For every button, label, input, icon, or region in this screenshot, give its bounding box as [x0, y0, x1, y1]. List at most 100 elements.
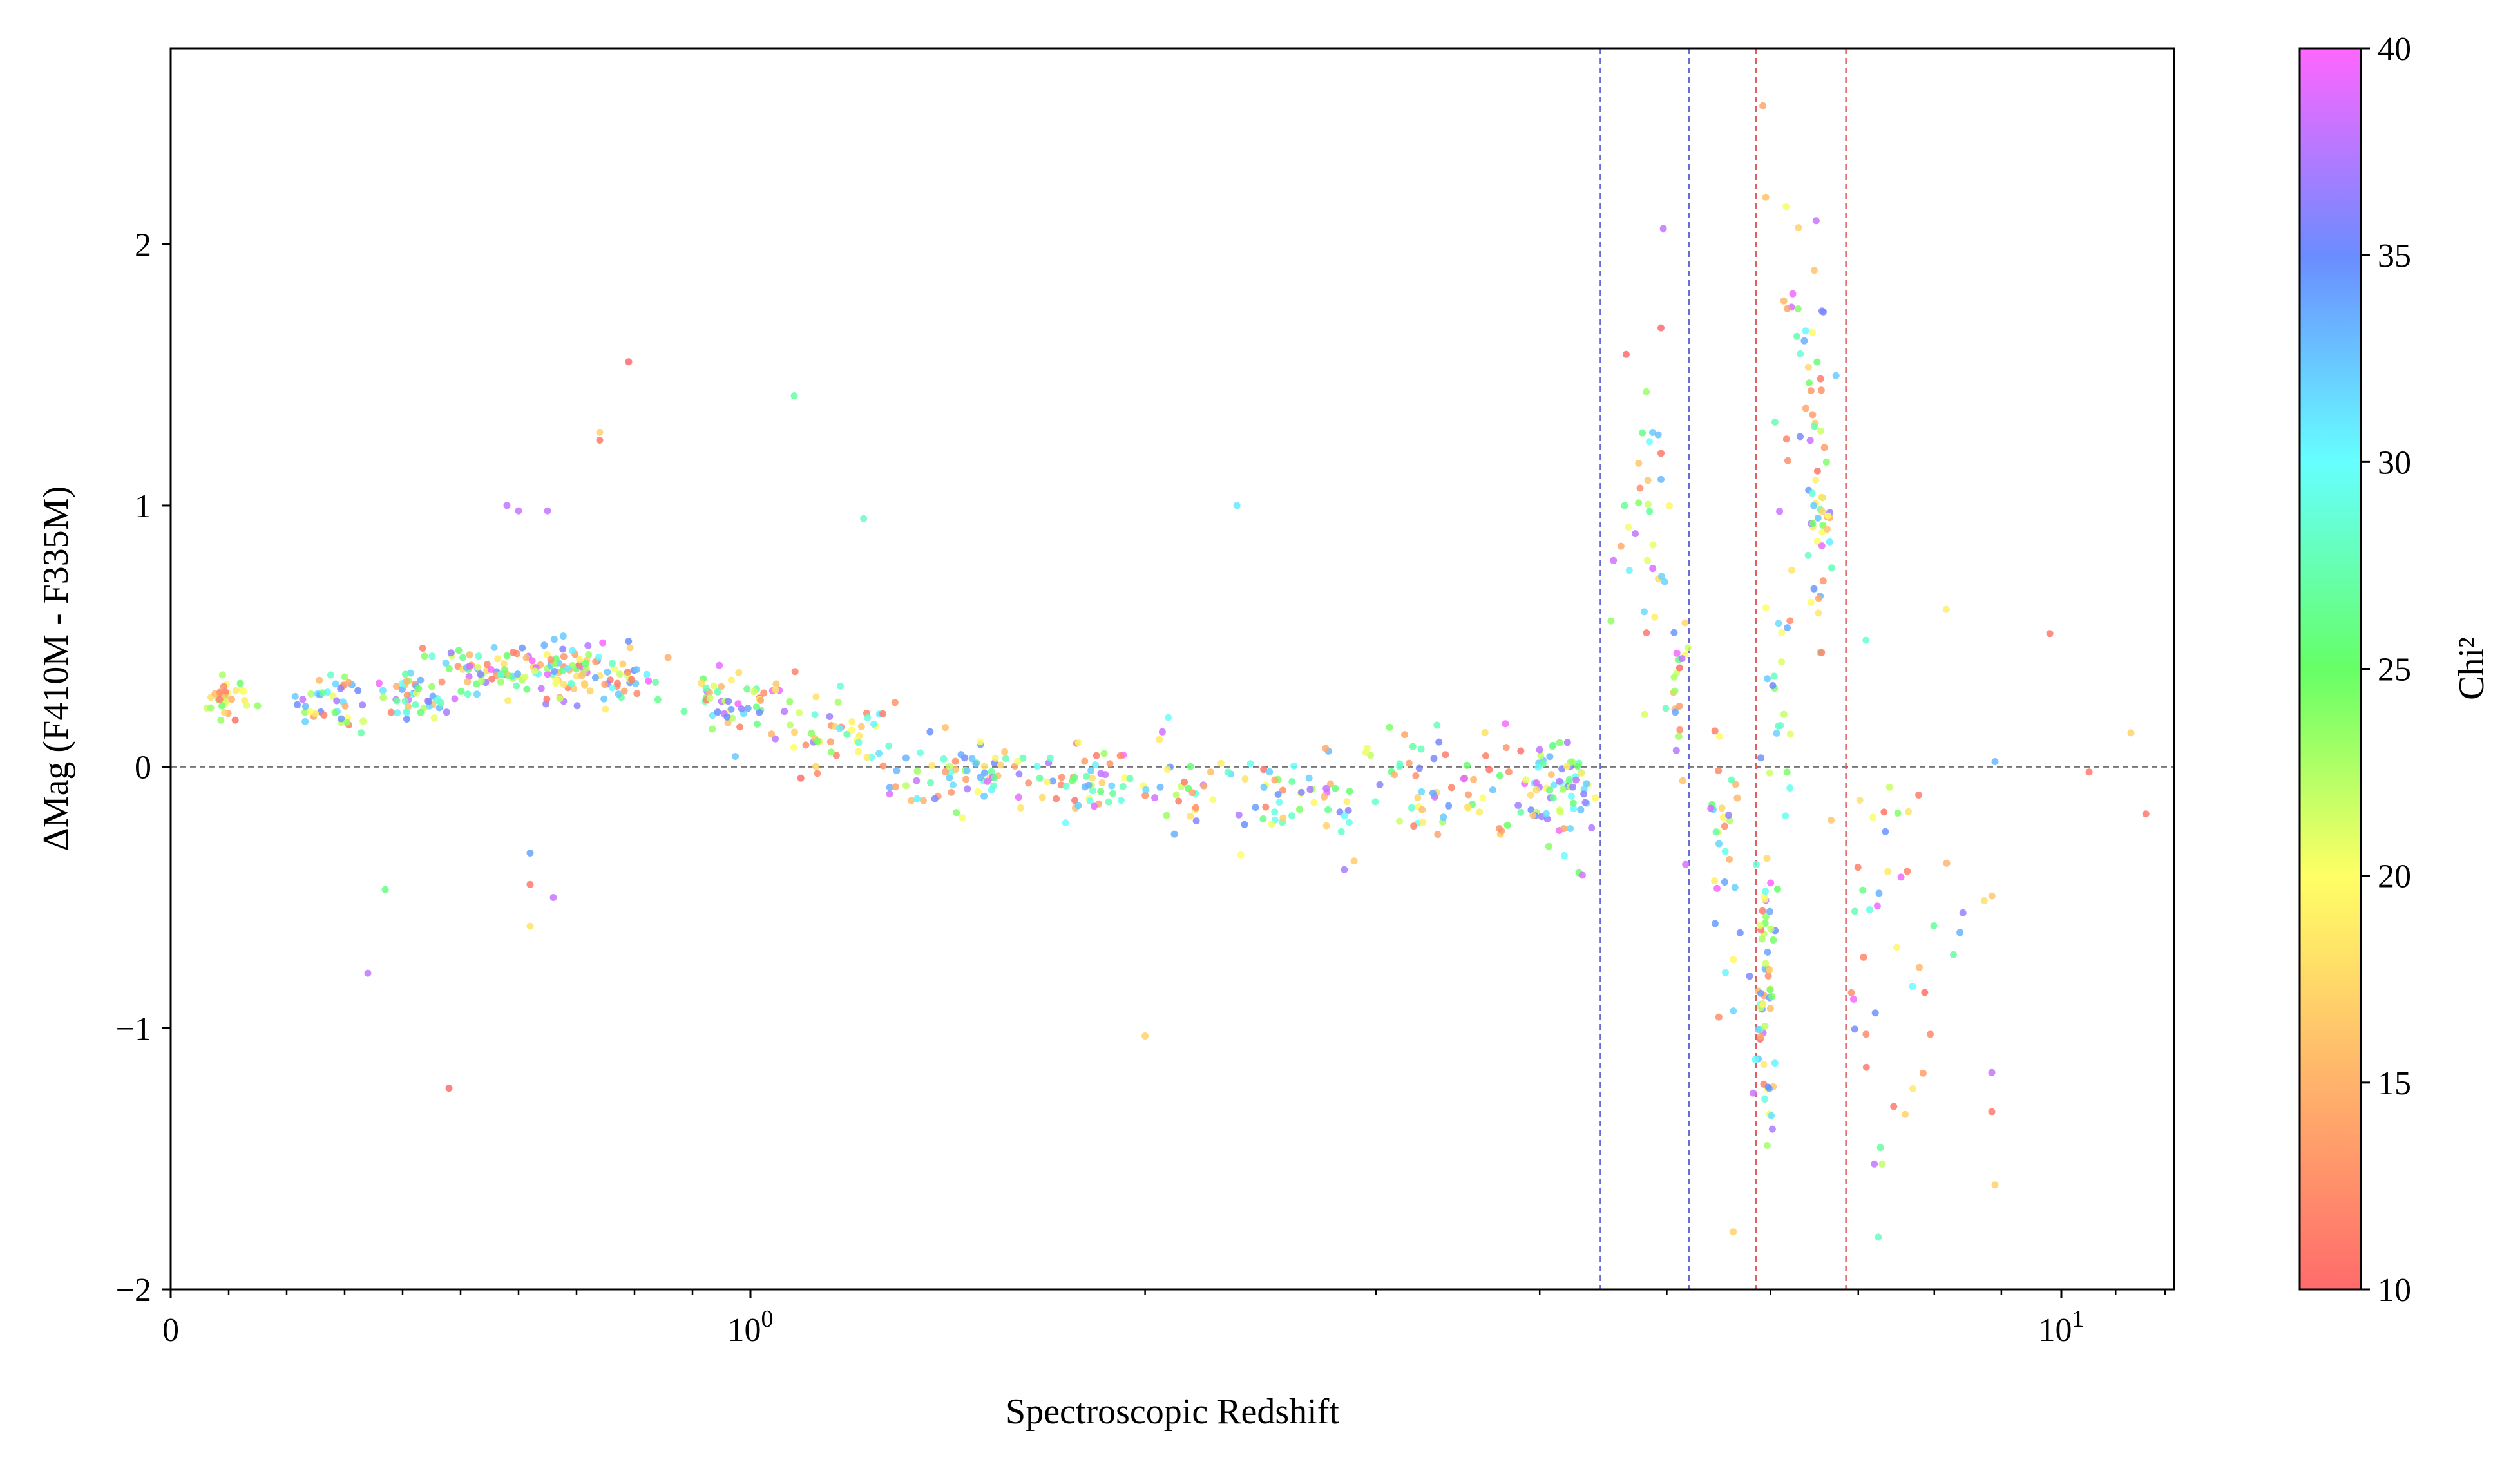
data-point: [341, 702, 349, 710]
data-point: [907, 797, 915, 804]
data-point: [624, 668, 632, 676]
data-point: [1828, 816, 1835, 824]
data-point: [977, 738, 984, 746]
data-point: [927, 779, 934, 786]
data-point: [1761, 1022, 1769, 1030]
data-point: [1479, 794, 1487, 802]
data-point: [1871, 1160, 1878, 1168]
data-point: [1288, 778, 1296, 785]
data-point: [997, 761, 1004, 769]
data-point: [738, 705, 745, 713]
data-point: [1610, 556, 1618, 564]
data-point: [1401, 731, 1408, 739]
data-point: [991, 754, 999, 762]
data-point: [1546, 786, 1554, 794]
data-point: [1711, 920, 1719, 927]
data-point: [1780, 297, 1788, 305]
data-point: [218, 702, 226, 710]
data-point: [1550, 781, 1558, 789]
data-point: [403, 678, 410, 685]
data-point: [1592, 794, 1599, 802]
data-point: [1776, 508, 1784, 515]
data-point: [848, 726, 855, 734]
data-point: [1556, 808, 1564, 816]
data-point: [1327, 780, 1334, 788]
data-point: [827, 748, 835, 756]
data-point: [2142, 810, 2150, 818]
data-point: [1559, 785, 1567, 793]
data-point: [812, 693, 820, 701]
data-point: [1121, 774, 1128, 781]
data-point: [1712, 828, 1720, 836]
data-point: [1502, 744, 1510, 752]
data-point: [1782, 435, 1790, 443]
data-point: [428, 652, 436, 660]
data-point: [1572, 776, 1580, 784]
data-point: [1832, 372, 1840, 379]
data-point: [1085, 781, 1093, 789]
data-point: [1306, 786, 1314, 793]
data-point: [1235, 811, 1243, 819]
data-point: [1165, 714, 1172, 721]
data-point: [1682, 860, 1690, 868]
data-point: [757, 696, 765, 704]
data-point: [387, 708, 395, 716]
data-point: [459, 654, 467, 661]
data-point: [1163, 766, 1171, 773]
data-point: [1746, 973, 1753, 980]
data-point: [716, 661, 723, 669]
data-point: [664, 654, 672, 661]
data-point: [584, 641, 592, 649]
data-point: [1259, 815, 1267, 822]
data-point: [1678, 655, 1686, 663]
data-point: [428, 683, 435, 690]
data-point: [886, 784, 893, 791]
data-point: [1517, 747, 1525, 755]
data-point: [1346, 788, 1353, 795]
data-point: [1417, 745, 1425, 753]
data-point: [1098, 779, 1106, 786]
data-point: [1224, 768, 1232, 776]
data-point: [220, 683, 227, 690]
data-point: [947, 768, 955, 775]
data-point: [615, 690, 622, 698]
data-point: [1460, 775, 1467, 783]
data-point: [1583, 780, 1590, 788]
data-point: [1344, 806, 1352, 814]
data-point: [1715, 767, 1723, 775]
data-point: [928, 762, 936, 769]
data-point: [1871, 1009, 1879, 1017]
data-point: [1376, 781, 1384, 788]
data-point: [254, 702, 262, 710]
data-point: [1482, 752, 1489, 759]
data-point: [379, 687, 387, 694]
data-point: [1569, 783, 1577, 791]
data-point: [855, 748, 862, 755]
data-point: [526, 880, 534, 888]
data-point: [931, 795, 939, 802]
data-point: [1732, 781, 1739, 788]
data-point: [1770, 936, 1777, 944]
data-point: [1804, 551, 1812, 559]
data-point: [1661, 578, 1668, 585]
y-axis-title: ΔMag (F410M - F335M): [36, 486, 76, 851]
data-point: [1851, 907, 1858, 915]
data-point: [950, 781, 957, 789]
data-point: [1569, 799, 1577, 807]
data-point: [1759, 1001, 1767, 1009]
data-point: [723, 713, 731, 721]
data-point: [1670, 629, 1678, 636]
data-point: [1156, 783, 1164, 791]
colorbar-tick-label: 30: [2378, 444, 2411, 481]
data-point: [750, 688, 758, 696]
data-point: [1726, 817, 1733, 824]
data-point: [364, 969, 372, 977]
data-point: [1817, 427, 1825, 435]
data-point: [526, 850, 534, 857]
plot-frame: [169, 47, 2175, 1291]
data-point: [926, 728, 934, 736]
data-point: [1942, 605, 1950, 613]
data-point: [1847, 989, 1855, 996]
data-point: [464, 690, 472, 698]
data-point: [1980, 897, 1988, 904]
